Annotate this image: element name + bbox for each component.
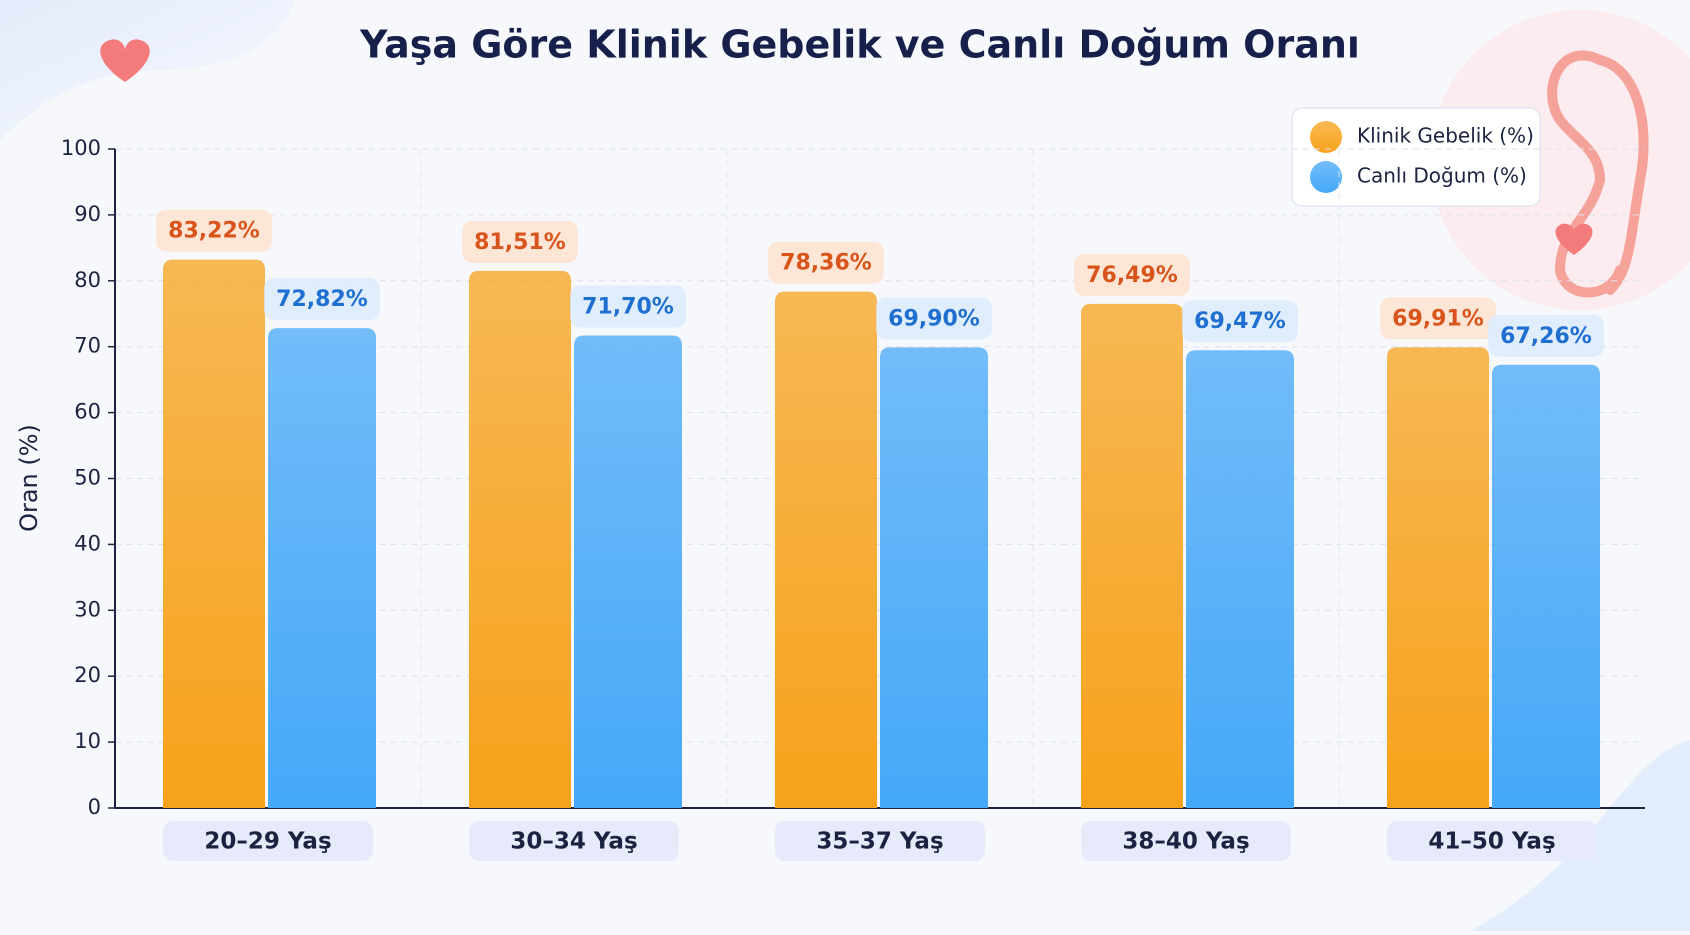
y-tick-label: 10 — [74, 729, 101, 753]
bar — [1387, 347, 1489, 808]
bar — [163, 259, 265, 808]
value-label: 76,49% — [1086, 263, 1178, 288]
legend-swatch — [1310, 121, 1342, 153]
decor-figure — [1547, 50, 1649, 298]
y-tick-label: 80 — [74, 268, 101, 292]
bar — [574, 335, 682, 808]
x-tick-pill — [775, 821, 985, 861]
background-blob — [1470, 740, 1690, 931]
bar — [469, 270, 571, 808]
decor-circle — [1430, 10, 1690, 310]
x-tick-pill — [1387, 821, 1597, 861]
bar — [1492, 364, 1600, 808]
background-blob — [0, 0, 295, 140]
bar — [1186, 350, 1294, 808]
bar — [1081, 303, 1183, 808]
value-label-pill — [570, 285, 686, 328]
value-label: 69,47% — [1194, 309, 1286, 334]
x-tick-label: 30–34 Yaş — [510, 829, 637, 855]
x-tick-label: 20–29 Yaş — [204, 829, 331, 855]
value-label: 83,22% — [168, 219, 260, 244]
y-tick-label: 40 — [74, 531, 101, 555]
value-label: 71,70% — [582, 294, 674, 319]
value-label-pill — [264, 278, 380, 321]
bar — [268, 328, 376, 808]
decor-heart — [1555, 223, 1593, 255]
value-label-pill — [1182, 300, 1298, 343]
legend-box — [1291, 107, 1541, 207]
x-tick-label: 35–37 Yaş — [816, 829, 943, 855]
y-tick-label: 90 — [74, 202, 101, 226]
legend-label: Klinik Gebelik (%) — [1357, 124, 1534, 148]
legend-label: Canlı Doğum (%) — [1357, 164, 1527, 188]
legend: Klinik Gebelik (%) Canlı Doğum (%) — [1291, 107, 1541, 207]
y-tick-label: 20 — [74, 663, 101, 687]
value-label: 67,26% — [1500, 324, 1592, 349]
y-tick-label: 30 — [74, 597, 101, 621]
value-label-pill — [462, 220, 578, 263]
x-tick-label: 41–50 Yaş — [1428, 829, 1555, 855]
x-tick-label: 38–40 Yaş — [1122, 829, 1249, 855]
value-label-pill — [156, 209, 272, 252]
y-tick-label: 50 — [74, 466, 101, 490]
y-tick-label: 60 — [74, 400, 101, 424]
legend-swatch — [1310, 161, 1342, 193]
value-label: 69,91% — [1392, 306, 1484, 331]
value-label-pill — [1380, 297, 1496, 340]
decor-heart — [100, 39, 150, 82]
value-label: 69,90% — [888, 306, 980, 331]
x-tick-pill — [469, 821, 679, 861]
x-tick-pill — [163, 821, 373, 861]
y-tick-label: 0 — [88, 795, 101, 819]
y-tick-label: 100 — [61, 136, 101, 160]
y-axis-label: Oran (%) — [15, 424, 43, 532]
value-label: 72,82% — [276, 287, 368, 312]
value-label: 81,51% — [474, 230, 566, 255]
value-label-pill — [876, 297, 992, 340]
value-label: 78,36% — [780, 251, 872, 276]
bar — [775, 291, 877, 808]
bar — [880, 347, 988, 808]
y-tick-label: 70 — [74, 334, 101, 358]
x-tick-pill — [1081, 821, 1291, 861]
value-label-pill — [1074, 253, 1190, 296]
value-label-pill — [768, 241, 884, 284]
chart-title: Yaşa Göre Klinik Gebelik ve Canlı Doğum … — [359, 23, 1360, 67]
value-label-pill — [1488, 314, 1604, 357]
